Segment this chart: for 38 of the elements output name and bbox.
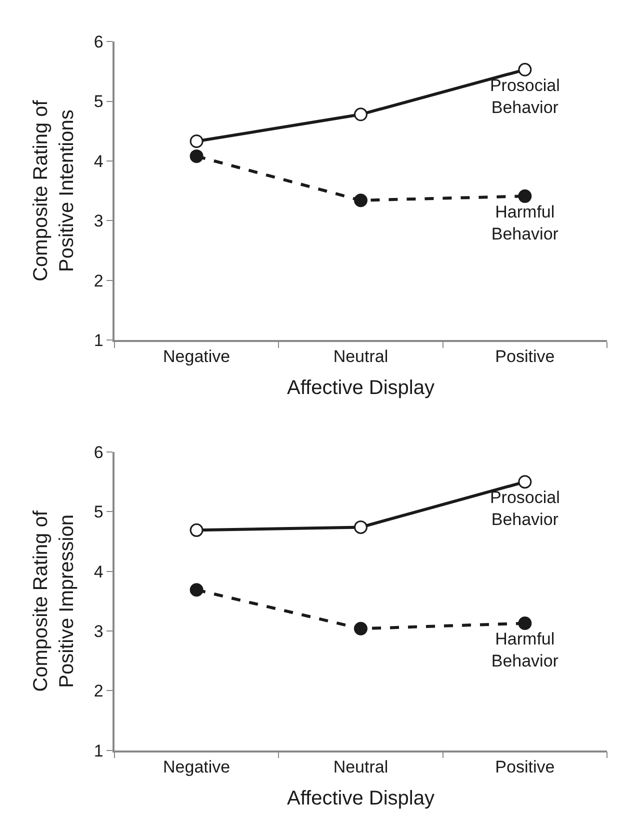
y-tick-label: 4 bbox=[94, 152, 104, 171]
x-axis-title: Affective Display bbox=[286, 788, 434, 810]
point bbox=[518, 616, 532, 630]
y-tick-label: 1 bbox=[94, 741, 104, 760]
y-tick-label: 3 bbox=[94, 212, 104, 231]
series-label: Harmful Behavior bbox=[491, 202, 559, 244]
y-tick-label: 4 bbox=[94, 562, 104, 582]
y-tick-label: 6 bbox=[94, 442, 104, 462]
y-axis-title: Composite Rating of Positive Impression bbox=[30, 510, 78, 692]
y-tick-label: 5 bbox=[94, 502, 104, 522]
point bbox=[518, 189, 532, 203]
point bbox=[190, 134, 204, 148]
y-tick-label: 2 bbox=[94, 682, 104, 701]
y-tick-label: 2 bbox=[94, 271, 104, 290]
point bbox=[354, 622, 368, 636]
point bbox=[354, 108, 368, 122]
x-tick-label: Negative bbox=[163, 347, 230, 366]
x-axis-title: Affective Display bbox=[286, 377, 434, 400]
point bbox=[518, 475, 532, 489]
point bbox=[190, 149, 204, 163]
point bbox=[518, 62, 532, 76]
point bbox=[354, 194, 368, 208]
point bbox=[190, 583, 204, 597]
series-label: Harmful Behavior bbox=[491, 630, 559, 671]
point bbox=[190, 523, 204, 537]
y-tick-label: 3 bbox=[94, 622, 104, 641]
point bbox=[354, 520, 368, 534]
x-tick-label: Neutral bbox=[333, 347, 388, 366]
series-label: Prosocial Behavior bbox=[490, 488, 560, 530]
x-tick-label: Positive bbox=[495, 758, 555, 777]
x-tick-label: Positive bbox=[495, 347, 555, 366]
y-tick-label: 6 bbox=[94, 32, 104, 52]
y-tick-label: 5 bbox=[94, 92, 104, 112]
x-tick-label: Negative bbox=[163, 758, 230, 777]
y-axis-title: Composite Rating of Positive Intentions bbox=[30, 100, 78, 282]
y-tick-label: 1 bbox=[94, 330, 104, 350]
series-label: Prosocial Behavior bbox=[490, 76, 560, 117]
x-tick-label: Neutral bbox=[333, 758, 388, 777]
